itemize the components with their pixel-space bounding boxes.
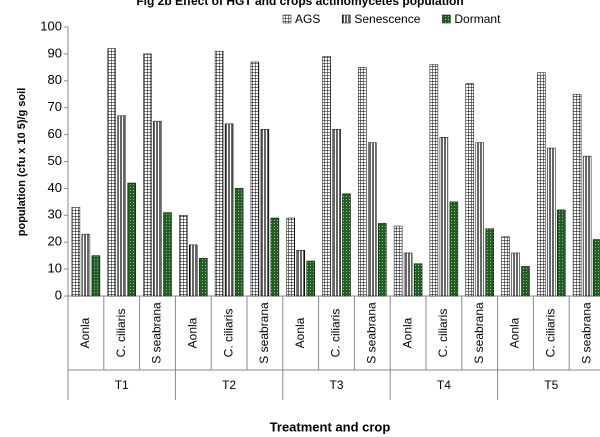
group-label: T1: [115, 378, 129, 392]
bar: [214, 50, 224, 297]
bar: [429, 64, 439, 297]
x-tick-label: C. ciliaris: [543, 309, 557, 358]
group-label: T3: [329, 378, 343, 392]
bar: [342, 193, 351, 297]
x-tick-label: S seabrana: [364, 302, 378, 364]
bar: [91, 255, 101, 297]
x-tick-label: Aonla: [293, 317, 307, 348]
x-tick-label: S seabrana: [472, 302, 486, 364]
x-tick-label: C. ciliaris: [436, 309, 450, 358]
group-label: T2: [222, 378, 236, 392]
bar: [537, 72, 546, 297]
legend-swatch: [282, 14, 292, 24]
y-tick-label: 80: [48, 72, 62, 87]
legend-label: AGS: [295, 12, 320, 26]
bar: [501, 236, 510, 297]
y-tick-label: 10: [48, 261, 62, 276]
x-tick-label: Aonla: [508, 317, 522, 348]
bar: [403, 252, 413, 297]
bar: [250, 61, 260, 297]
group-label: T5: [544, 378, 558, 392]
bar: [368, 142, 377, 297]
legend-swatch: [442, 14, 451, 24]
bar: [189, 244, 198, 297]
bar: [465, 83, 474, 297]
bar: [163, 212, 172, 297]
y-tick-label: 70: [48, 99, 62, 114]
x-tick-label: C. ciliaris: [221, 309, 235, 358]
y-axis-title: population (cfu x 10 5)/g soil: [16, 88, 28, 237]
bar: [270, 217, 280, 297]
bar: [485, 228, 494, 297]
bar: [107, 48, 116, 297]
bar: [286, 217, 295, 297]
x-tick-label: Aonla: [400, 317, 414, 348]
x-tick-label: S seabrana: [150, 302, 164, 364]
bar: [71, 206, 81, 297]
x-tick-label: S seabrana: [257, 302, 271, 364]
bar: [393, 225, 403, 297]
x-tick-label: Aonla: [78, 317, 92, 348]
bar: [306, 260, 315, 297]
y-tick-label: 50: [48, 153, 62, 168]
bar: [260, 128, 270, 297]
bar: [449, 201, 459, 297]
bar: [322, 56, 331, 297]
bar: [81, 233, 91, 297]
y-tick-label: 60: [48, 126, 62, 141]
x-tick-label: C. ciliaris: [114, 309, 128, 358]
bar: [296, 250, 305, 297]
bar: [511, 252, 520, 297]
x-tick-label: Aonla: [185, 317, 199, 348]
x-axis-title: Treatment and crop: [270, 419, 391, 434]
y-tick-label: 30: [48, 207, 62, 222]
bar: [521, 266, 530, 297]
bar: [413, 263, 423, 297]
bar: [143, 53, 152, 297]
bar: [582, 155, 592, 297]
bar: [358, 67, 367, 297]
y-tick-label: 100: [40, 18, 62, 33]
y-tick-label: 0: [55, 287, 62, 302]
bar: [572, 94, 582, 297]
x-tick-label: S seabrana: [579, 302, 593, 364]
bar: [557, 209, 566, 297]
bar: [224, 123, 234, 297]
y-tick-label: 20: [48, 234, 62, 249]
bar: [127, 182, 136, 297]
bar: [378, 223, 387, 297]
bar: [475, 142, 484, 297]
x-tick-label: C. ciliaris: [329, 309, 343, 358]
bar: [547, 147, 556, 297]
bar: [199, 258, 208, 297]
legend-label: Senescence: [354, 12, 420, 26]
bar: [117, 115, 126, 297]
bar: [179, 215, 188, 297]
y-tick-label: 90: [48, 45, 62, 60]
bar: [332, 128, 341, 297]
bar: [153, 120, 162, 297]
group-label: T4: [437, 378, 451, 392]
legend-swatch: [342, 14, 351, 24]
legend-label: Dormant: [454, 12, 501, 26]
bar: [592, 239, 600, 297]
bar: [439, 137, 449, 297]
bar: [234, 188, 244, 297]
chart-title: Fig 2b Effect of HGT and crops actinomyc…: [136, 0, 463, 8]
y-tick-label: 40: [48, 180, 62, 195]
